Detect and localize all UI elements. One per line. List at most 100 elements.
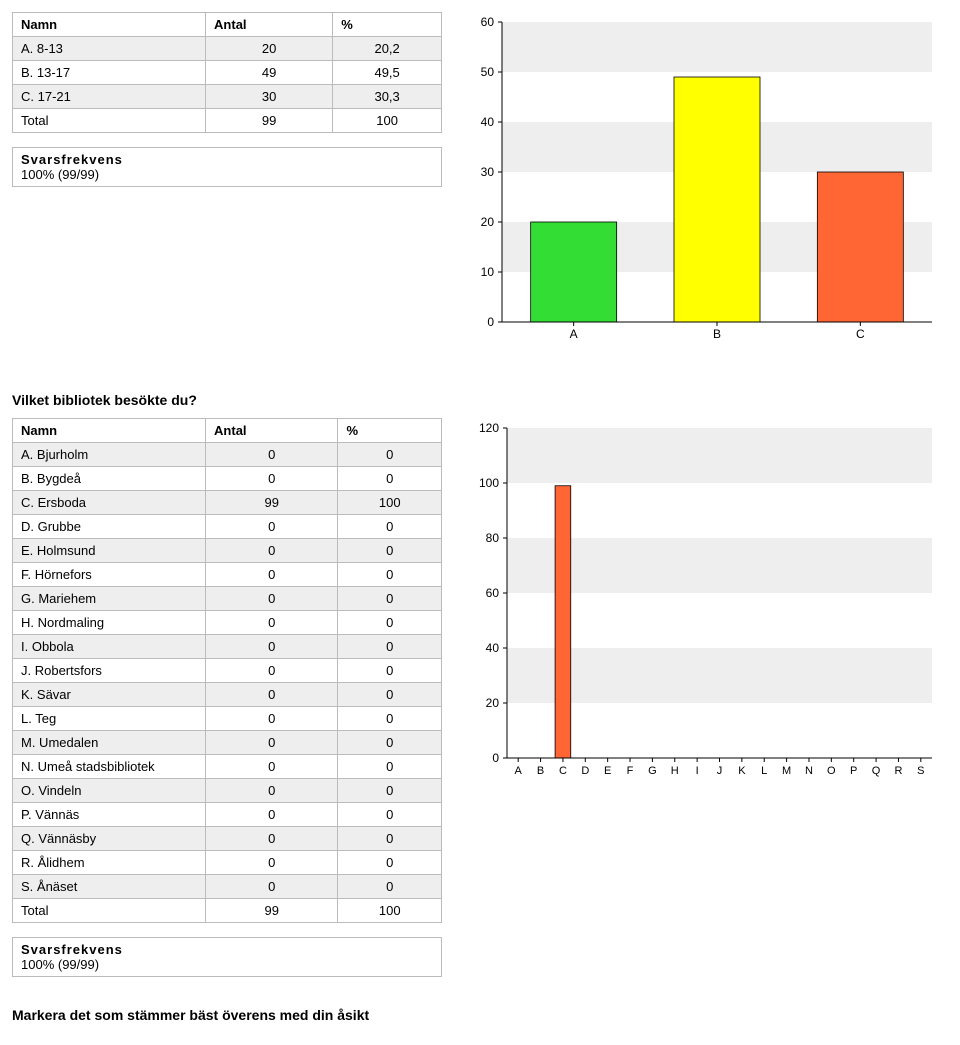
table-age: Namn Antal % A. 8-132020,2B. 13-174949,5… [12, 12, 442, 133]
cell-antal: 0 [206, 827, 338, 851]
cell-antal: 99 [206, 899, 338, 923]
table-row: B. 13-174949,5 [13, 61, 442, 85]
sf-title: Svarsfrekvens [21, 942, 433, 957]
svg-text:50: 50 [481, 65, 495, 79]
table-row: H. Nordmaling00 [13, 611, 442, 635]
cell-pct: 0 [338, 707, 442, 731]
table-row: Q. Vännäsby00 [13, 827, 442, 851]
cell-antal: 0 [206, 611, 338, 635]
cell-pct: 0 [338, 827, 442, 851]
table-row: J. Robertsfors00 [13, 659, 442, 683]
cell-name: J. Robertsfors [13, 659, 206, 683]
table-row: D. Grubbe00 [13, 515, 442, 539]
svg-text:40: 40 [481, 115, 495, 129]
cell-pct: 20,2 [333, 37, 442, 61]
table-row: Total99100 [13, 899, 442, 923]
svg-text:10: 10 [481, 265, 495, 279]
cell-pct: 0 [338, 635, 442, 659]
cell-pct: 0 [338, 467, 442, 491]
table-row: Total99100 [13, 109, 442, 133]
svg-text:60: 60 [486, 586, 500, 600]
table-row: P. Vännäs00 [13, 803, 442, 827]
svg-text:C: C [559, 765, 567, 777]
svg-text:A: A [570, 327, 578, 341]
svg-text:E: E [604, 765, 611, 777]
cell-antal: 0 [206, 443, 338, 467]
svg-text:C: C [856, 327, 865, 341]
cell-name: M. Umedalen [13, 731, 206, 755]
svarsfrekvens-box: Svarsfrekvens 100% (99/99) [12, 147, 442, 187]
cell-name: L. Teg [13, 707, 206, 731]
cell-antal: 99 [206, 109, 333, 133]
cell-pct: 0 [338, 851, 442, 875]
cell-antal: 0 [206, 539, 338, 563]
cell-antal: 0 [206, 635, 338, 659]
cell-name: E. Holmsund [13, 539, 206, 563]
table-row: O. Vindeln00 [13, 779, 442, 803]
cell-name: P. Vännäs [13, 803, 206, 827]
col-pct: % [333, 13, 442, 37]
table-row: E. Holmsund00 [13, 539, 442, 563]
svg-text:S: S [917, 765, 924, 777]
svg-text:Q: Q [872, 765, 881, 777]
svg-text:100: 100 [479, 476, 499, 490]
svg-text:M: M [782, 765, 791, 777]
svarsfrekvens-box-2: Svarsfrekvens 100% (99/99) [12, 937, 442, 977]
table-row: I. Obbola00 [13, 635, 442, 659]
cell-name: C. Ersboda [13, 491, 206, 515]
chart-library: 020406080100120ABCDEFGHIJKLMNOPQRS [462, 418, 942, 798]
cell-pct: 0 [338, 803, 442, 827]
svg-text:K: K [738, 765, 746, 777]
cell-name: Total [13, 899, 206, 923]
cell-name: B. Bygdeå [13, 467, 206, 491]
table-row: N. Umeå stadsbibliotek00 [13, 755, 442, 779]
cell-pct: 49,5 [333, 61, 442, 85]
svg-text:L: L [761, 765, 767, 777]
svg-text:30: 30 [481, 165, 495, 179]
sf-value: 100% (99/99) [21, 957, 433, 972]
col-namn: Namn [13, 419, 206, 443]
cell-name: O. Vindeln [13, 779, 206, 803]
cell-pct: 0 [338, 659, 442, 683]
cell-pct: 0 [338, 539, 442, 563]
cell-name: Total [13, 109, 206, 133]
cell-name: H. Nordmaling [13, 611, 206, 635]
cell-pct: 0 [338, 731, 442, 755]
cell-antal: 0 [206, 803, 338, 827]
cell-antal: 0 [206, 515, 338, 539]
svg-text:20: 20 [486, 696, 500, 710]
cell-pct: 0 [338, 611, 442, 635]
cell-name: R. Ålidhem [13, 851, 206, 875]
table-row: K. Sävar00 [13, 683, 442, 707]
cell-antal: 49 [206, 61, 333, 85]
table-row: G. Mariehem00 [13, 587, 442, 611]
cell-pct: 0 [338, 755, 442, 779]
cell-name: Q. Vännäsby [13, 827, 206, 851]
cell-pct: 100 [338, 491, 442, 515]
col-antal: Antal [206, 13, 333, 37]
svg-text:J: J [717, 765, 723, 777]
svg-text:0: 0 [487, 315, 494, 329]
svg-text:40: 40 [486, 641, 500, 655]
svg-text:G: G [648, 765, 657, 777]
cell-antal: 0 [206, 707, 338, 731]
cell-antal: 0 [206, 755, 338, 779]
cell-pct: 0 [338, 875, 442, 899]
cell-name: F. Hörnefors [13, 563, 206, 587]
cell-name: G. Mariehem [13, 587, 206, 611]
cell-name: A. 8-13 [13, 37, 206, 61]
cell-name: D. Grubbe [13, 515, 206, 539]
svg-text:P: P [850, 765, 857, 777]
svg-text:F: F [627, 765, 634, 777]
cell-antal: 20 [206, 37, 333, 61]
cell-pct: 0 [338, 587, 442, 611]
table-row: C. Ersboda99100 [13, 491, 442, 515]
svg-text:I: I [696, 765, 699, 777]
cell-antal: 0 [206, 731, 338, 755]
cell-name: B. 13-17 [13, 61, 206, 85]
cell-antal: 0 [206, 563, 338, 587]
cell-name: N. Umeå stadsbibliotek [13, 755, 206, 779]
question-opinion: Markera det som stämmer bäst överens med… [12, 1007, 948, 1023]
table-row: S. Ånäset00 [13, 875, 442, 899]
table-row: B. Bygdeå00 [13, 467, 442, 491]
